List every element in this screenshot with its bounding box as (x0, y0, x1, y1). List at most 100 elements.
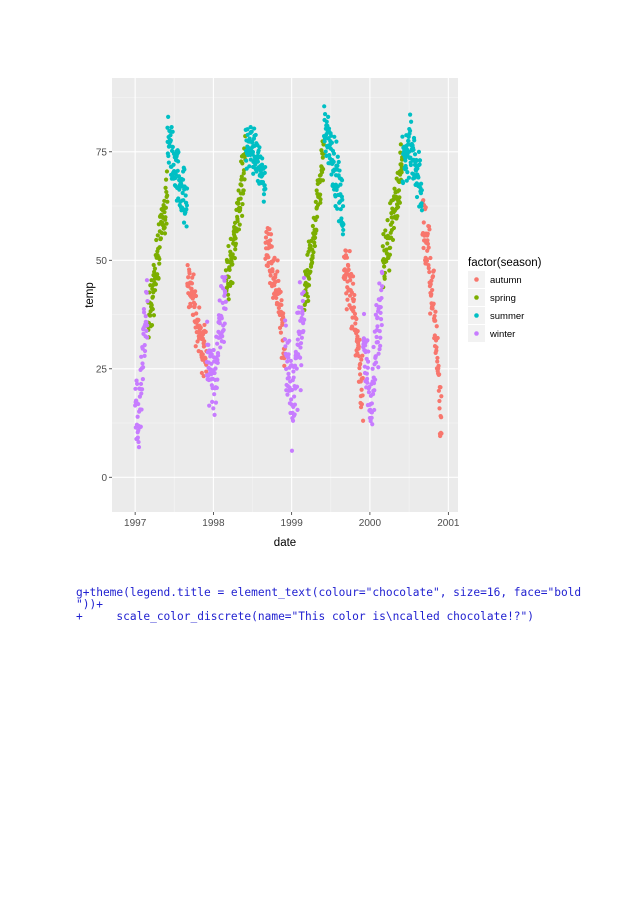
data-point (353, 321, 358, 326)
data-point (373, 377, 378, 382)
data-point (166, 160, 171, 165)
data-point (358, 361, 363, 366)
data-point (387, 252, 393, 257)
data-point (357, 366, 362, 371)
data-point (382, 276, 387, 281)
data-point (292, 412, 297, 417)
data-point (431, 268, 436, 273)
data-point (358, 372, 363, 377)
data-point (341, 227, 346, 233)
data-point (230, 280, 235, 286)
data-point (297, 355, 303, 360)
data-point (425, 241, 431, 246)
data-point (144, 328, 149, 334)
data-point (196, 317, 201, 322)
data-point (220, 334, 225, 339)
data-point (334, 187, 339, 192)
data-point (134, 378, 139, 383)
data-point (276, 278, 281, 284)
data-point (379, 322, 384, 328)
data-point (363, 343, 368, 348)
data-point (257, 145, 262, 150)
x-axis-title: date (274, 537, 296, 549)
data-point (341, 222, 346, 227)
data-point (144, 335, 150, 340)
data-point (151, 262, 156, 268)
data-point (419, 188, 424, 193)
data-point (359, 387, 364, 392)
data-point (434, 348, 439, 353)
data-point (165, 125, 170, 130)
data-point (203, 329, 208, 334)
data-point (226, 297, 231, 302)
data-point (269, 244, 274, 249)
data-point (433, 318, 438, 323)
data-point (162, 209, 167, 215)
data-point (305, 294, 310, 299)
data-point (395, 204, 401, 210)
data-point (326, 114, 331, 119)
data-point (351, 305, 357, 310)
data-point (173, 175, 178, 180)
data-point (165, 199, 170, 204)
data-point (181, 220, 187, 225)
data-point (409, 119, 414, 124)
data-point (287, 338, 292, 343)
data-point (425, 248, 430, 253)
data-point (365, 338, 370, 343)
data-point (346, 263, 351, 268)
data-point (435, 355, 440, 361)
data-point (416, 149, 422, 154)
data-point (142, 348, 148, 354)
data-point (313, 217, 318, 223)
data-point (425, 231, 430, 236)
data-point (145, 323, 150, 328)
data-point (301, 289, 306, 295)
data-point (153, 282, 158, 287)
data-point (347, 293, 353, 298)
data-point (158, 236, 163, 241)
data-point (382, 264, 387, 269)
data-point (370, 422, 375, 427)
data-point (315, 214, 320, 220)
data-point (369, 415, 374, 420)
data-point (283, 344, 288, 349)
data-point (144, 290, 149, 295)
legend-swatch-winter (474, 331, 479, 336)
data-point (249, 129, 254, 134)
data-point (318, 192, 323, 197)
data-point (344, 307, 349, 312)
data-point (294, 384, 300, 389)
data-point (152, 288, 158, 293)
data-point (343, 248, 349, 253)
data-point (278, 330, 284, 335)
data-point (176, 159, 181, 164)
series-summer (165, 104, 425, 237)
data-point (215, 357, 220, 362)
data-point (298, 345, 303, 350)
data-point (329, 133, 334, 138)
code-line-3: + scale_color_discrete(name="This color … (76, 610, 535, 623)
data-point (239, 177, 244, 182)
data-point (417, 162, 422, 167)
data-point (356, 344, 361, 349)
data-point (296, 310, 301, 315)
data-point (215, 360, 220, 366)
data-point (215, 377, 220, 382)
data-point (395, 214, 400, 219)
data-point (372, 388, 377, 393)
data-point (176, 196, 181, 201)
data-point (404, 178, 409, 183)
data-point (428, 311, 433, 316)
data-point (380, 270, 385, 276)
data-point (421, 220, 426, 225)
data-point (139, 354, 144, 359)
data-point (388, 245, 393, 250)
data-point (261, 199, 266, 204)
data-point (351, 297, 357, 302)
data-point (247, 164, 252, 169)
data-point (329, 140, 334, 145)
data-point (400, 180, 406, 186)
data-point (419, 208, 425, 213)
data-point (340, 204, 346, 209)
